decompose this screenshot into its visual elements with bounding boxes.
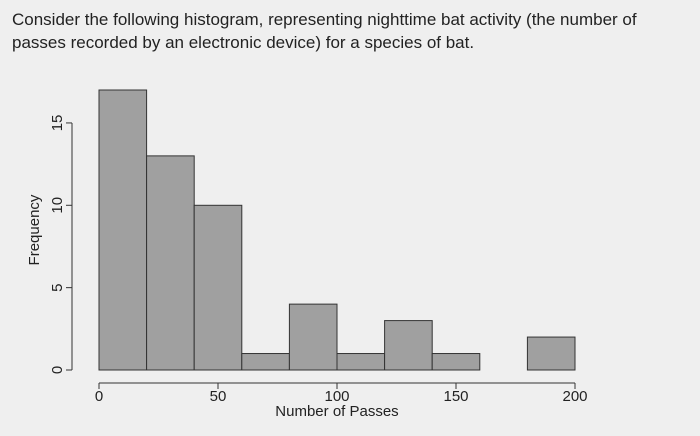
x-tick-label: 150 [443,388,468,405]
bar [526,336,576,371]
x-tick-label: 200 [562,388,587,405]
bar [431,353,481,371]
bar [384,320,433,371]
y-tick-label: 5 [49,283,66,291]
x-axis-label: Number of Passes [275,403,398,420]
y-axis-label: Frequency [26,194,43,265]
x-tick-label: 50 [210,388,227,405]
y-tick-label: 15 [49,115,66,132]
y-tick-label: 0 [49,366,66,374]
bar [241,353,290,371]
question-text: Consider the following histogram, repres… [12,10,637,52]
bar [146,155,195,371]
bar [288,303,338,371]
x-tick-label: 0 [95,388,103,405]
bar [98,89,148,371]
bar [336,353,386,371]
x-tick-label: 100 [324,388,349,405]
bar [193,204,243,371]
y-tick-label: 10 [49,197,66,214]
